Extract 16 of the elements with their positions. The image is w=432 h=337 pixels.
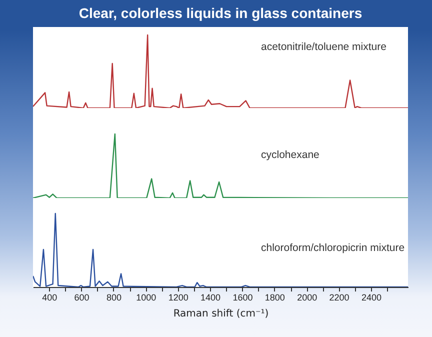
x-tick-label: 2000 [297, 292, 318, 302]
x-axis-title: Raman shift (cm⁻¹) [173, 308, 269, 320]
x-tick-label: 800 [106, 292, 122, 302]
text: acetonitrile/toluene mixture [261, 41, 387, 53]
x-tick-label: 1800 [264, 292, 285, 302]
x-tick-label: 1000 [136, 292, 156, 302]
x-tick-label: 2200 [329, 292, 350, 302]
text: cyclohexane [261, 149, 320, 161]
text: chloroform/chloropicrin mixture [261, 242, 405, 254]
x-tick-label: 2400 [361, 292, 382, 302]
x-tick-label: 1400 [200, 292, 221, 302]
chart-title: Clear, colorless liquids in glass containers [78, 5, 362, 21]
x-tick-label: 1200 [168, 292, 188, 302]
x-tick-label: 400 [42, 292, 58, 302]
x-tick-label: 1600 [232, 292, 253, 302]
x-tick-label: 600 [74, 292, 90, 302]
